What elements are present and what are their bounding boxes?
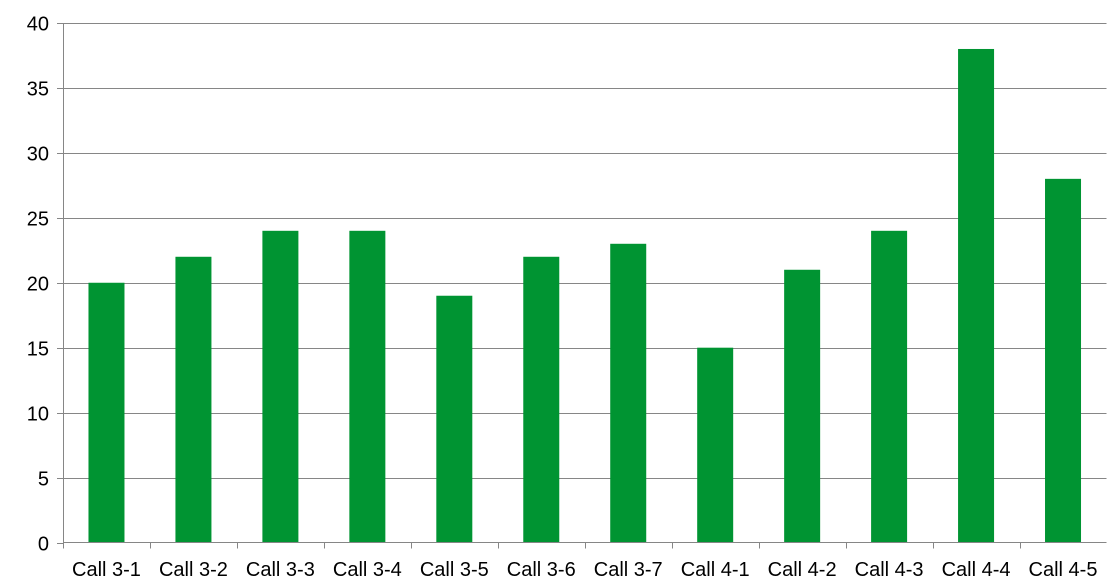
- x-tick-label: Call 3-7: [594, 559, 663, 581]
- y-tick-label: 20: [27, 274, 49, 296]
- bar: [523, 256, 560, 543]
- y-tick-label: 40: [27, 14, 49, 36]
- bar: [175, 256, 212, 543]
- x-tick-label: Call 4-4: [942, 559, 1011, 581]
- bar: [697, 347, 734, 543]
- bar: [88, 282, 125, 543]
- y-tick-label: 15: [27, 339, 49, 361]
- y-tick-label: 0: [38, 534, 49, 556]
- x-axis-tick-labels: Call 3-1 Call 3-2 Call 3-3 Call 3-4 Call 3-5…: [72, 559, 1097, 581]
- x-tick-label: Call 4-1: [681, 559, 750, 581]
- bar: [610, 243, 647, 543]
- gridlines: [63, 23, 1107, 479]
- x-tick-label: Call 4-5: [1029, 559, 1098, 581]
- y-tick-label: 10: [27, 404, 49, 426]
- x-tick-label: Call 3-1: [72, 559, 141, 581]
- bars: [88, 48, 1082, 543]
- y-tick-label: 30: [27, 144, 49, 166]
- y-tick-label: 25: [27, 209, 49, 231]
- x-tick-label: Call 3-4: [333, 559, 402, 581]
- bar: [436, 295, 473, 543]
- bar: [1045, 178, 1082, 543]
- y-tick-label: 5: [38, 469, 49, 491]
- x-tick-label: Call 3-5: [420, 559, 489, 581]
- bar: [349, 230, 386, 543]
- x-tick-label: Call 3-6: [507, 559, 576, 581]
- y-axis-tick-labels: 0 5 10 15 20 25 30 35 40: [27, 14, 49, 556]
- x-tick-label: Call 4-2: [768, 559, 837, 581]
- axes: [57, 23, 1107, 549]
- bar: [262, 230, 299, 543]
- bar: [784, 269, 821, 543]
- y-tick-label: 35: [27, 79, 49, 101]
- bar: [958, 48, 995, 543]
- x-tick-label: Call 4-3: [855, 559, 924, 581]
- x-tick-label: Call 3-3: [246, 559, 315, 581]
- x-tick-label: Call 3-2: [159, 559, 228, 581]
- bar: [871, 230, 908, 543]
